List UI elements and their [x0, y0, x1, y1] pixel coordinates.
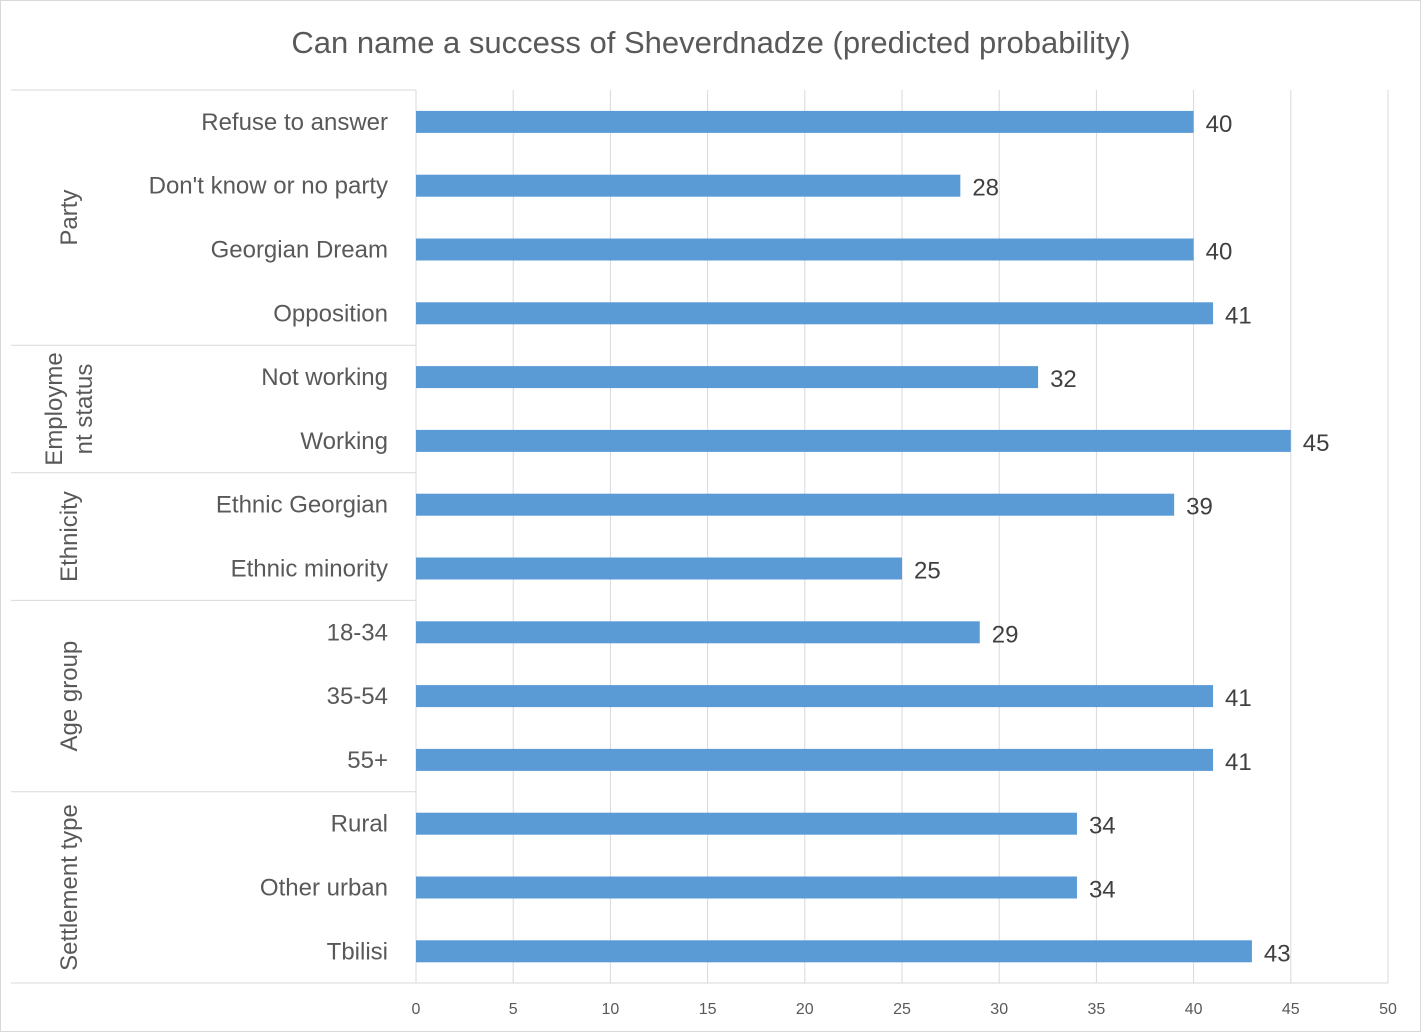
- x-tick-label: 15: [699, 1001, 717, 1018]
- bar-value-label: 32: [1050, 366, 1077, 393]
- bar-value-label: 40: [1206, 239, 1233, 266]
- bar: [416, 685, 1214, 708]
- bar-value-label: 41: [1225, 749, 1252, 776]
- group-label-line: Settlement type: [56, 804, 83, 971]
- category-label: Opposition: [273, 300, 388, 327]
- group-separators: [11, 89, 1388, 984]
- bar-value-label: 43: [1264, 940, 1291, 967]
- bar-value-label: 28: [972, 175, 999, 202]
- group-labels: Party Employme nt status Ethnicity Age group…: [41, 190, 98, 971]
- bar: [416, 429, 1291, 452]
- bar-value-label: 39: [1186, 494, 1213, 521]
- group-label: Party: [56, 190, 83, 246]
- bar: [416, 238, 1194, 261]
- bar: [416, 493, 1175, 516]
- x-axis-ticks: 0 5 10 15 20 25 30 35 40 45 50: [412, 1001, 1397, 1018]
- x-tick-label: 10: [602, 1001, 620, 1018]
- category-label: Georgian Dream: [211, 237, 388, 264]
- category-label: 35-54: [327, 683, 388, 710]
- category-label: Don't know or no party: [149, 173, 388, 200]
- group-label-line: nt status: [71, 364, 98, 455]
- bar-value-label: 41: [1225, 302, 1252, 329]
- group-label-line: Party: [56, 190, 83, 246]
- bar: [416, 940, 1252, 963]
- gridlines: [415, 90, 1389, 983]
- x-tick-label: 25: [893, 1001, 911, 1018]
- group-label: Ethnicity: [56, 491, 83, 582]
- category-label: 55+: [347, 747, 388, 774]
- bar-value-label: 40: [1206, 111, 1233, 138]
- bar: [416, 621, 980, 644]
- group-label-line: Employme: [41, 352, 68, 465]
- bar: [416, 557, 902, 580]
- category-label: 18-34: [327, 619, 388, 646]
- category-label: Ethnic Georgian: [216, 492, 388, 519]
- bar: [416, 812, 1077, 835]
- bar: [416, 366, 1039, 389]
- category-label: Rural: [331, 811, 388, 838]
- group-label-line: Age group: [56, 641, 83, 752]
- chart-title: Can name a success of Sheverdnadze (pred…: [291, 25, 1130, 60]
- category-label: Other urban: [260, 875, 388, 902]
- group-label: Settlement type: [56, 804, 83, 971]
- category-label: Not working: [261, 364, 388, 391]
- bar-value-label: 34: [1089, 813, 1116, 840]
- x-tick-label: 35: [1088, 1001, 1106, 1018]
- bars: 40 28 40 41 32 45 39 25 29 41 41 34 34 43: [416, 111, 1330, 967]
- x-tick-label: 45: [1282, 1001, 1300, 1018]
- category-label: Ethnic minority: [231, 556, 388, 583]
- category-label: Refuse to answer: [201, 109, 388, 136]
- bar: [416, 174, 961, 197]
- category-labels: Refuse to answer Don't know or no party Ge…: [149, 109, 388, 965]
- x-tick-label: 40: [1185, 1001, 1203, 1018]
- bar: [416, 110, 1194, 133]
- group-label: Employme nt status: [41, 352, 98, 465]
- group-label: Age group: [56, 641, 83, 752]
- bar: [416, 748, 1214, 771]
- x-tick-label: 30: [990, 1001, 1008, 1018]
- category-label: Working: [300, 428, 388, 455]
- bar-value-label: 45: [1303, 430, 1330, 457]
- category-label: Tbilisi: [327, 938, 388, 965]
- bar-value-label: 29: [992, 621, 1019, 648]
- x-tick-label: 50: [1379, 1001, 1397, 1018]
- x-tick-label: 5: [509, 1001, 518, 1018]
- bar-value-label: 41: [1225, 685, 1252, 712]
- x-tick-label: 20: [796, 1001, 814, 1018]
- bar-value-label: 34: [1089, 877, 1116, 904]
- bar: [416, 302, 1214, 325]
- group-label-line: Ethnicity: [56, 491, 83, 582]
- bar: [416, 876, 1077, 899]
- x-tick-label: 0: [412, 1001, 421, 1018]
- bar-value-label: 25: [914, 558, 941, 585]
